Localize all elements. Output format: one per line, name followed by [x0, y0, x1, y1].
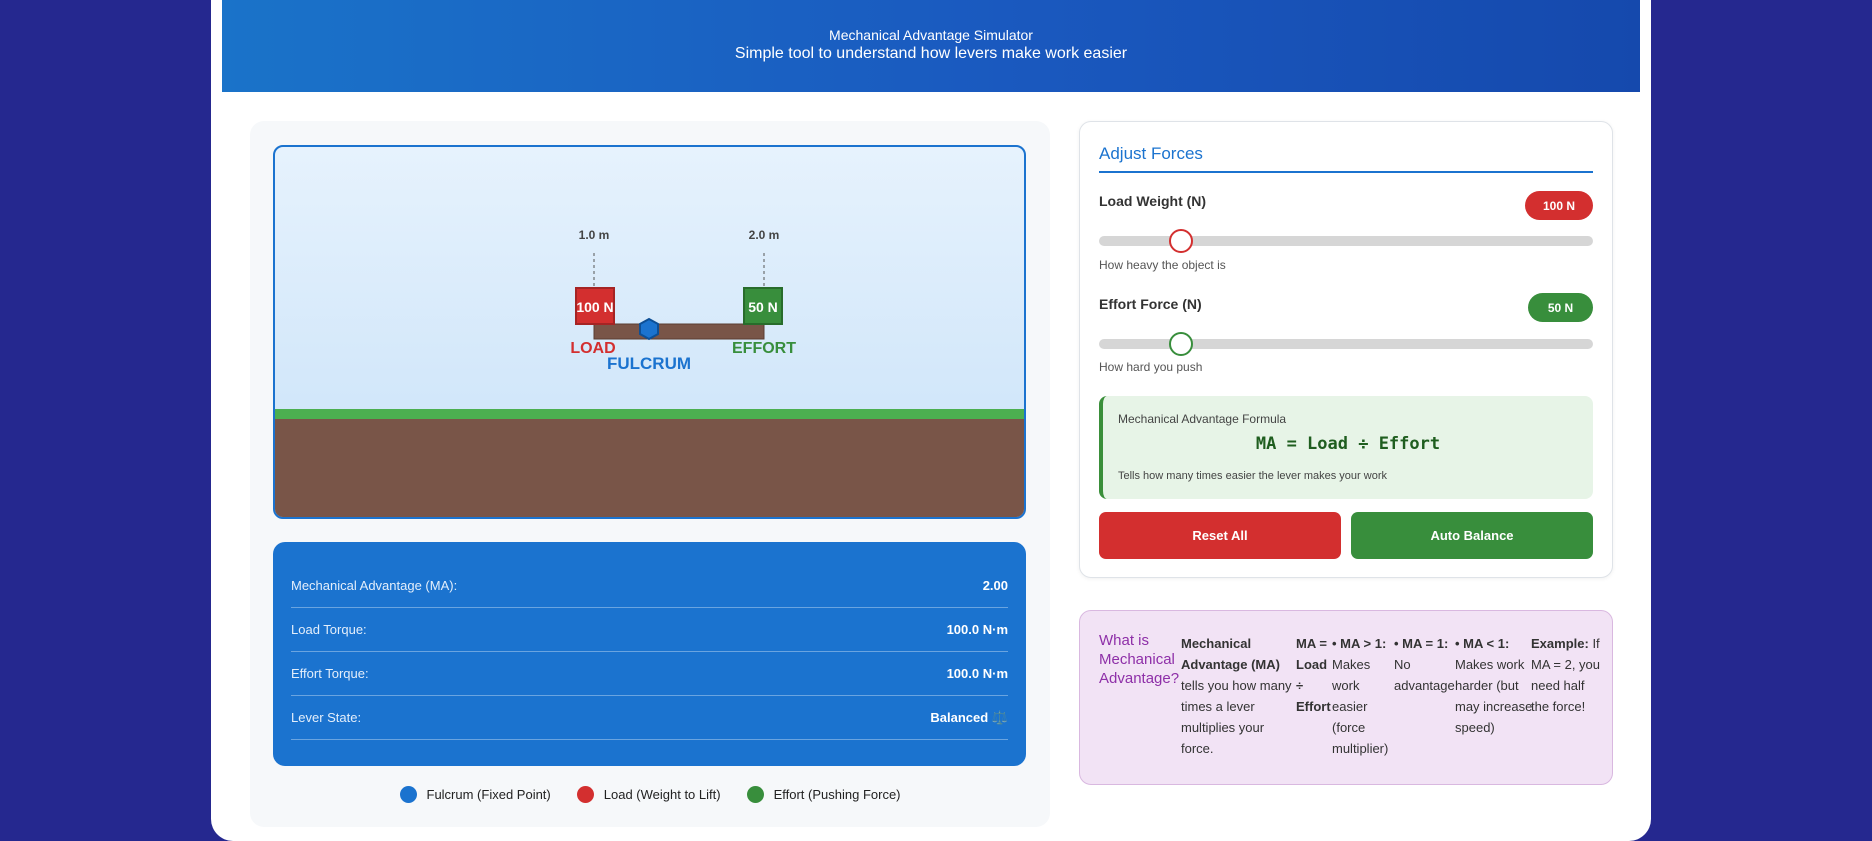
formula-expression: MA = Load ÷ Effort — [1255, 434, 1441, 454]
ma-less-term: • MA < 1: — [1455, 636, 1510, 651]
load-value-badge: 100 N — [1524, 191, 1593, 220]
effort-text: EFFORT — [732, 340, 796, 357]
info-ma-equal: • MA = 1: No advantage — [1394, 633, 1456, 696]
legend-item-effort: Effort (Pushing Force) — [746, 784, 901, 804]
reset-all-button[interactable]: Reset All — [1099, 512, 1341, 559]
effort-dot-icon — [746, 785, 764, 803]
result-row-effort-torque: Effort Torque: 100.0 N·m — [291, 652, 1008, 696]
results-panel: Mechanical Advantage (MA): 2.00 Load Tor… — [273, 542, 1026, 766]
info-box: What is Mechanical Advantage? Mechanical… — [1079, 610, 1613, 785]
load-hint: How heavy the object is — [1099, 258, 1226, 272]
effort-force-slider[interactable] — [1099, 332, 1593, 356]
load-block-label: 100 N — [576, 299, 613, 315]
simulation-panel: 1.0 m 2.0 m 100 N 50 N LOAD EFFORT FULCR… — [250, 121, 1050, 827]
grass-strip — [275, 409, 1024, 419]
ma-equal-text: No advantage — [1394, 657, 1455, 693]
load-weight-slider[interactable] — [1099, 229, 1593, 253]
result-row-lever-state: Lever State: Balanced ⚖️ — [291, 696, 1008, 740]
info-formula: MA = Load ÷ Effort — [1296, 633, 1332, 717]
effort-block-label: 50 N — [748, 299, 778, 315]
result-value-effort-torque: 100.0 N·m — [946, 666, 1008, 681]
legend-item-fulcrum: Fulcrum (Fixed Point) — [399, 784, 551, 804]
formula-title: Mechanical Advantage Formula — [1118, 412, 1287, 426]
info-ma-less: • MA < 1: Makes work harder (but may inc… — [1455, 633, 1533, 738]
effort-force-label: Effort Force (N) — [1099, 296, 1202, 312]
effort-value-badge: 50 N — [1528, 293, 1593, 322]
legend: Fulcrum (Fixed Point) Load (Weight to Li… — [250, 784, 1050, 804]
formula-text: MA = Load ÷ Effort — [1296, 636, 1331, 714]
app-window: Mechanical Advantage Simulator Simple to… — [211, 0, 1651, 841]
effort-slider-thumb[interactable] — [1168, 332, 1193, 356]
effort-distance-label: 2.0 m — [749, 228, 780, 242]
info-ma-greater: • MA > 1: Makes work easier (force multi… — [1332, 633, 1394, 759]
load-distance-label: 1.0 m — [579, 228, 610, 242]
load-text: LOAD — [570, 340, 615, 357]
example-term: Example: — [1531, 636, 1589, 651]
app-header: Mechanical Advantage Simulator Simple to… — [222, 0, 1640, 92]
fulcrum-text: FULCRUM — [607, 354, 691, 373]
ma-greater-term: • MA > 1: — [1332, 636, 1387, 651]
info-definition: Mechanical Advantage (MA) tells you how … — [1181, 633, 1299, 759]
legend-label: Effort (Pushing Force) — [773, 786, 901, 802]
formula-box: Mechanical Advantage Formula MA = Load ÷… — [1099, 396, 1593, 499]
fulcrum-marker — [639, 317, 659, 341]
ma-less-text: Makes work harder (but may increase spee… — [1455, 657, 1533, 735]
result-label: Mechanical Advantage (MA): — [291, 578, 458, 593]
definition-term: Mechanical Advantage (MA) — [1181, 636, 1280, 672]
lever-diagram: 1.0 m 2.0 m 100 N 50 N LOAD EFFORT FULCR… — [275, 228, 1024, 517]
definition-text: tells you how many times a lever multipl… — [1181, 678, 1292, 756]
result-label: Lever State: — [291, 710, 362, 725]
result-value-lever-state: Balanced ⚖️ — [930, 709, 1008, 725]
result-row-ma: Mechanical Advantage (MA): 2.00 — [291, 564, 1008, 608]
result-label: Effort Torque: — [291, 666, 369, 681]
result-row-load-torque: Load Torque: 100.0 N·m — [291, 608, 1008, 652]
load-block[interactable] — [575, 287, 615, 325]
app-subtitle: Simple tool to understand how levers mak… — [734, 45, 1128, 62]
legend-label: Fulcrum (Fixed Point) — [426, 786, 551, 802]
info-example: Example: If MA = 2, you need half the fo… — [1531, 633, 1601, 717]
controls-panel: Adjust Forces Load Weight (N) 100 N How … — [1079, 121, 1613, 578]
ma-greater-text: Makes work easier (force multiplier) — [1332, 657, 1389, 756]
legend-label: Load (Weight to Lift) — [603, 786, 721, 802]
ground — [275, 419, 1024, 517]
load-dot-icon — [576, 785, 594, 803]
example-text: If MA = 2, you need half the force! — [1531, 636, 1601, 714]
lever-scene: 1.0 m 2.0 m 100 N 50 N LOAD EFFORT FULCR… — [273, 145, 1026, 519]
lever-beam — [593, 323, 765, 340]
auto-balance-button[interactable]: Auto Balance — [1351, 512, 1593, 559]
info-title: What is Mechanical Advantage? — [1099, 632, 1180, 687]
result-value-ma: 2.00 — [982, 578, 1008, 593]
effort-hint: How hard you push — [1099, 360, 1203, 374]
ma-equal-term: • MA = 1: — [1394, 636, 1449, 651]
load-slider-thumb[interactable] — [1168, 229, 1193, 253]
result-label: Load Torque: — [291, 622, 367, 637]
legend-item-load: Load (Weight to Lift) — [576, 784, 721, 804]
fulcrum-dot-icon — [399, 785, 417, 803]
result-value-load-torque: 100.0 N·m — [946, 622, 1008, 637]
load-weight-label: Load Weight (N) — [1099, 193, 1207, 209]
effort-block[interactable] — [743, 287, 783, 325]
controls-title: Adjust Forces — [1099, 144, 1593, 173]
formula-description: Tells how many times easier the lever ma… — [1118, 470, 1387, 482]
app-title: Mechanical Advantage Simulator — [829, 27, 1033, 43]
